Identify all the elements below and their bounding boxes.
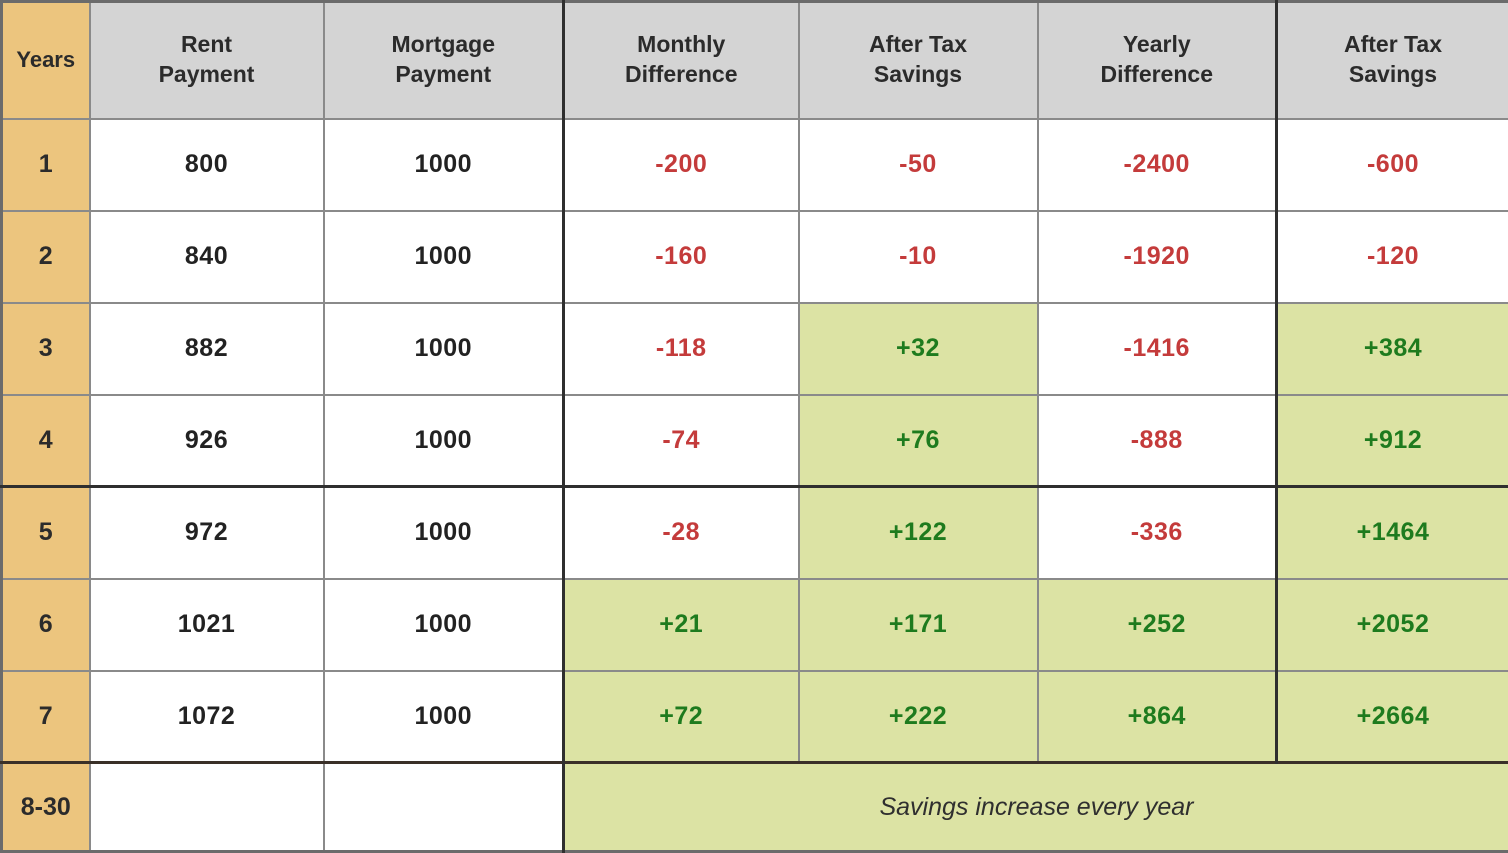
- value-cell: +76: [799, 395, 1038, 487]
- header-after-tax-savings-monthly: After Tax Savings: [799, 2, 1038, 119]
- value-cell: 926: [90, 395, 324, 487]
- value-cell: -10: [799, 211, 1038, 303]
- header-mortgage-payment: Mortgage Payment: [324, 2, 564, 119]
- value-cell: +2664: [1277, 671, 1508, 763]
- year-cell: 4: [2, 395, 90, 487]
- header-monthly-difference: Monthly Difference: [564, 2, 799, 119]
- value-cell: +864: [1038, 671, 1277, 763]
- value-cell: -888: [1038, 395, 1277, 487]
- value-cell: +72: [564, 671, 799, 763]
- year-cell: 3: [2, 303, 90, 395]
- value-cell: 1000: [324, 671, 564, 763]
- value-cell: 840: [90, 211, 324, 303]
- value-cell: 882: [90, 303, 324, 395]
- value-cell: -160: [564, 211, 799, 303]
- table-row-span: 8-30 Savings increase every year: [2, 763, 1508, 852]
- savings-note: Savings increase every year: [564, 763, 1508, 852]
- value-cell: 1000: [324, 211, 564, 303]
- value-cell: 800: [90, 119, 324, 211]
- table-header: Years Rent Payment Mortgage Payment Mont…: [2, 2, 1508, 119]
- value-cell: -50: [799, 119, 1038, 211]
- value-cell: +32: [799, 303, 1038, 395]
- value-cell: -118: [564, 303, 799, 395]
- value-cell: +384: [1277, 303, 1508, 395]
- year-cell: 5: [2, 487, 90, 579]
- empty-mortgage-cell: [324, 763, 564, 852]
- value-cell: +21: [564, 579, 799, 671]
- value-cell: +912: [1277, 395, 1508, 487]
- value-cell: -2400: [1038, 119, 1277, 211]
- header-row: Years Rent Payment Mortgage Payment Mont…: [2, 2, 1508, 119]
- header-years: Years: [2, 2, 90, 119]
- year-cell: 7: [2, 671, 90, 763]
- year-cell: 8-30: [2, 763, 90, 852]
- value-cell: +2052: [1277, 579, 1508, 671]
- value-cell: -336: [1038, 487, 1277, 579]
- value-cell: -74: [564, 395, 799, 487]
- value-cell: 1021: [90, 579, 324, 671]
- value-cell: 972: [90, 487, 324, 579]
- header-after-tax-savings-yearly: After Tax Savings: [1277, 2, 1508, 119]
- value-cell: 1000: [324, 303, 564, 395]
- value-cell: +222: [799, 671, 1038, 763]
- value-cell: +171: [799, 579, 1038, 671]
- value-cell: -120: [1277, 211, 1508, 303]
- header-yearly-difference: Yearly Difference: [1038, 2, 1277, 119]
- year-cell: 1: [2, 119, 90, 211]
- value-cell: 1000: [324, 579, 564, 671]
- year-cell: 6: [2, 579, 90, 671]
- value-cell: -1416: [1038, 303, 1277, 395]
- value-cell: -600: [1277, 119, 1508, 211]
- value-cell: +1464: [1277, 487, 1508, 579]
- value-cell: +252: [1038, 579, 1277, 671]
- value-cell: -1920: [1038, 211, 1277, 303]
- header-rent-payment: Rent Payment: [90, 2, 324, 119]
- value-cell: -28: [564, 487, 799, 579]
- value-cell: +122: [799, 487, 1038, 579]
- year-cell: 2: [2, 211, 90, 303]
- empty-rent-cell: [90, 763, 324, 852]
- value-cell: 1000: [324, 119, 564, 211]
- value-cell: -200: [564, 119, 799, 211]
- value-cell: 1072: [90, 671, 324, 763]
- value-cell: 1000: [324, 395, 564, 487]
- value-cell: 1000: [324, 487, 564, 579]
